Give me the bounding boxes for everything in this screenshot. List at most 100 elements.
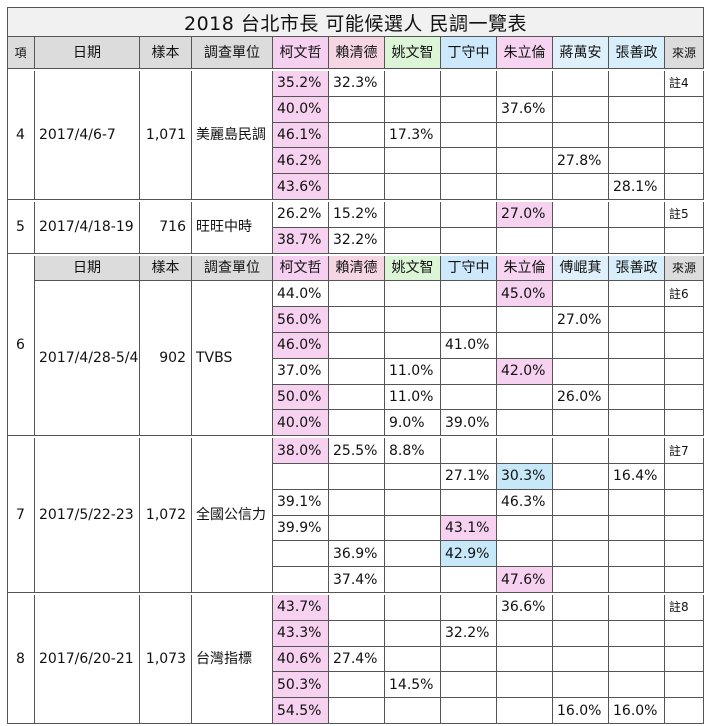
- poll-value: [273, 464, 329, 490]
- source-cell: [665, 384, 704, 411]
- poll-value: [385, 620, 441, 647]
- poll-value: [609, 333, 665, 359]
- source-cell: [665, 541, 704, 568]
- poll-value: [329, 281, 385, 308]
- poll-value: [385, 333, 441, 359]
- poll-value: 40.6%: [273, 646, 329, 673]
- poll-value: 8.8%: [385, 438, 441, 464]
- poll-value: 36.9%: [329, 541, 385, 568]
- poll-value: [609, 541, 665, 568]
- source-cell: [665, 410, 704, 437]
- poll-value: [553, 358, 609, 385]
- poll-value: 27.1%: [441, 464, 497, 490]
- source-cell: [665, 489, 704, 516]
- poll-value: [385, 281, 441, 308]
- poll-value: [553, 202, 609, 228]
- poll-value: [553, 464, 609, 490]
- poll-value: 46.0%: [273, 333, 329, 359]
- poll-value: [385, 71, 441, 97]
- poll-value: 17.3%: [385, 122, 441, 149]
- poll-value: [385, 489, 441, 516]
- header-lai: 賴清德: [329, 37, 385, 69]
- poll-value: 25.5%: [329, 438, 385, 464]
- poll-organization: 全國公信力: [192, 438, 273, 593]
- poll-value: [609, 384, 665, 411]
- poll-value: 39.9%: [273, 515, 329, 542]
- poll-value: 15.2%: [329, 202, 385, 228]
- poll-value: [497, 698, 553, 724]
- poll-value: [441, 281, 497, 308]
- subheader-cell: 姚文智: [385, 255, 441, 282]
- poll-value: [385, 595, 441, 621]
- source-note: 註6: [665, 281, 704, 308]
- poll-value: 46.3%: [497, 489, 553, 516]
- poll-value: [497, 646, 553, 673]
- poll-value: 42.0%: [497, 358, 553, 385]
- source-note: 註4: [665, 71, 704, 97]
- poll-date: 2017/4/6-7: [35, 71, 140, 200]
- subheader-cell: 柯文哲: [273, 255, 329, 282]
- poll-value: [329, 333, 385, 359]
- header-sample: 樣本: [140, 37, 192, 69]
- poll-value: [441, 384, 497, 411]
- poll-value: [441, 148, 497, 175]
- poll-value: 27.0%: [553, 307, 609, 333]
- poll-value: [553, 541, 609, 568]
- poll-value: 37.4%: [329, 567, 385, 593]
- poll-value: [441, 698, 497, 724]
- poll-value: [609, 281, 665, 308]
- poll-value: [553, 595, 609, 621]
- poll-organization: 台灣指標: [192, 595, 273, 724]
- poll-value: [441, 174, 497, 200]
- poll-value: [385, 698, 441, 724]
- subheader-cell: 日期: [35, 255, 140, 282]
- poll-value: [609, 307, 665, 333]
- poll-value: [553, 96, 609, 123]
- poll-value: [609, 227, 665, 254]
- poll-value: [329, 307, 385, 333]
- poll-sample: 1,072: [140, 438, 192, 593]
- poll-value: [609, 96, 665, 123]
- header-chu: 朱立倫: [497, 37, 553, 69]
- source-cell: [665, 358, 704, 385]
- poll-date: 2017/4/18-19: [35, 202, 140, 254]
- header-ko: 柯文哲: [273, 37, 329, 69]
- source-cell: [665, 464, 704, 490]
- poll-value: 43.1%: [441, 515, 497, 542]
- poll-value: [441, 438, 497, 464]
- item-number: 7: [7, 438, 35, 593]
- poll-value: 39.1%: [273, 489, 329, 516]
- poll-value: [385, 202, 441, 228]
- poll-value: 43.3%: [273, 620, 329, 647]
- source-cell: [665, 515, 704, 542]
- poll-value: 30.3%: [497, 464, 553, 490]
- poll-value: 50.0%: [273, 384, 329, 411]
- poll-value: [441, 122, 497, 149]
- poll-value: 46.1%: [273, 122, 329, 149]
- poll-value: [497, 672, 553, 699]
- poll-value: [329, 672, 385, 699]
- source-cell: [665, 333, 704, 359]
- poll-value: 32.3%: [329, 71, 385, 97]
- source-cell: [665, 620, 704, 647]
- poll-value: 42.9%: [441, 541, 497, 568]
- poll-value: [553, 410, 609, 437]
- subheader-cell: 傅崐萁: [553, 255, 609, 282]
- poll-value: [553, 620, 609, 647]
- poll-value: 39.0%: [441, 410, 497, 437]
- poll-value: [441, 646, 497, 673]
- source-cell: [665, 174, 704, 200]
- poll-value: [385, 567, 441, 593]
- poll-value: 16.0%: [553, 698, 609, 724]
- poll-value: [497, 122, 553, 149]
- poll-value: [553, 122, 609, 149]
- poll-value: 37.6%: [497, 96, 553, 123]
- poll-value: [497, 410, 553, 437]
- poll-value: [497, 438, 553, 464]
- poll-value: 40.0%: [273, 410, 329, 437]
- poll-value: [441, 202, 497, 228]
- subheader-cell: 丁守中: [441, 255, 497, 282]
- poll-value: [609, 672, 665, 699]
- poll-value: 36.6%: [497, 595, 553, 621]
- poll-value: 26.0%: [553, 384, 609, 411]
